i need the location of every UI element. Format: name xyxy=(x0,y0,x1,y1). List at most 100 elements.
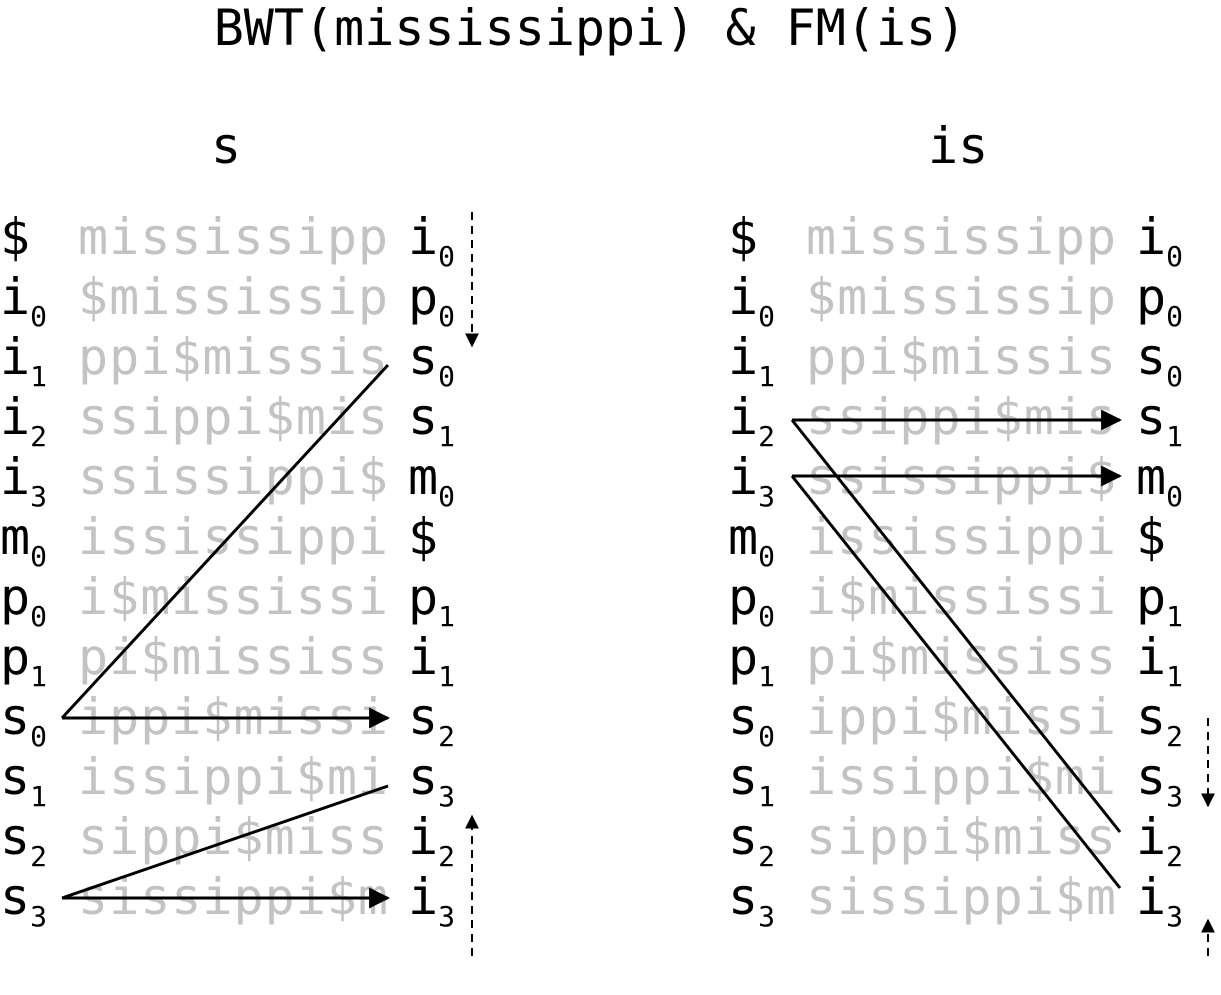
first-column-char: p0 xyxy=(0,567,47,633)
first-char-rank: 0 xyxy=(30,300,47,333)
first-char-rank: 0 xyxy=(758,540,775,573)
first-char-rank: 2 xyxy=(30,420,47,453)
first-column-char: $ xyxy=(0,207,30,267)
rotation-middle-text: sissippi$m xyxy=(806,868,1118,926)
first-char-rank: 1 xyxy=(758,360,775,393)
first-char: p xyxy=(728,628,759,686)
last-char: s xyxy=(1136,388,1167,446)
first-char-rank: 3 xyxy=(30,900,47,933)
last-column-char: s2 xyxy=(1136,687,1183,753)
last-char-rank: 1 xyxy=(1166,660,1183,693)
last-column-char: p0 xyxy=(1136,267,1183,333)
first-column-char: s3 xyxy=(0,867,47,933)
first-column-char: i2 xyxy=(0,387,47,453)
last-column-char: i2 xyxy=(1136,807,1183,873)
rotation-middle-text: mississipp xyxy=(806,208,1118,266)
last-char: i xyxy=(408,628,439,686)
last-char: i xyxy=(1136,628,1167,686)
rotation-middle-text: ippi$missi xyxy=(806,688,1118,746)
panel-label-is: is xyxy=(928,117,989,175)
connector-s3-to-s3 xyxy=(61,784,389,900)
last-char: i xyxy=(408,208,439,266)
first-column-char: i2 xyxy=(728,387,775,453)
first-column-char: s3 xyxy=(728,867,775,933)
first-char: p xyxy=(728,568,759,626)
first-column-char: s2 xyxy=(0,807,47,873)
last-char-rank: 2 xyxy=(438,720,455,753)
first-char: i xyxy=(728,328,759,386)
connector-i3-to-i3 xyxy=(790,475,1122,889)
first-column-char: m0 xyxy=(728,507,775,573)
last-char-rank: 0 xyxy=(1166,240,1183,273)
diagram-title: BWT(mississippi) & FM(is) xyxy=(213,0,967,57)
first-column-char: s1 xyxy=(728,747,775,813)
last-column-char: s1 xyxy=(408,387,455,453)
first-column-char: p1 xyxy=(728,627,775,693)
last-char: i xyxy=(408,808,439,866)
rotation-middle-text: issippi$mi xyxy=(78,748,390,806)
last-char: m xyxy=(1136,448,1167,506)
last-char-rank: 1 xyxy=(438,420,455,453)
last-char: i xyxy=(1136,868,1167,926)
last-column-char: p0 xyxy=(408,267,455,333)
first-char-rank: 0 xyxy=(30,600,47,633)
first-column-char: $ xyxy=(728,207,758,267)
first-column-char: s2 xyxy=(728,807,775,873)
first-char: s xyxy=(728,748,759,806)
rotation-middle-text: $mississip xyxy=(806,268,1118,326)
rotation-middle-text: ppi$missis xyxy=(78,328,390,386)
first-char: i xyxy=(0,328,31,386)
first-column-char: i1 xyxy=(728,327,775,393)
last-char: s xyxy=(408,688,439,746)
first-char: s xyxy=(728,688,759,746)
rotation-middle-text: i$mississi xyxy=(78,568,390,626)
first-column-char: m0 xyxy=(0,507,47,573)
last-char-rank: 0 xyxy=(438,300,455,333)
connector-i2-to-i2 xyxy=(790,419,1122,833)
first-char: p xyxy=(0,628,31,686)
last-char: s xyxy=(408,748,439,806)
first-char: s xyxy=(0,808,31,866)
last-column-char: i3 xyxy=(408,867,455,933)
first-char-rank: 0 xyxy=(758,300,775,333)
last-char: p xyxy=(1136,568,1167,626)
first-char-rank: 1 xyxy=(30,660,47,693)
last-column-char: m0 xyxy=(408,447,455,513)
first-char-rank: 3 xyxy=(758,480,775,513)
first-char: s xyxy=(0,868,31,926)
first-char-rank: 3 xyxy=(30,480,47,513)
first-char: s xyxy=(0,748,31,806)
rotation-middle-text: pi$mississ xyxy=(806,628,1118,686)
first-char: i xyxy=(728,448,759,506)
last-char: s xyxy=(1136,328,1167,386)
last-column-char: i1 xyxy=(1136,627,1183,693)
first-column-char: s0 xyxy=(728,687,775,753)
panel-label-s: s xyxy=(211,117,242,175)
first-char-rank: 0 xyxy=(758,600,775,633)
last-char-rank: 3 xyxy=(1166,780,1183,813)
last-char: s xyxy=(408,328,439,386)
last-column-char: m0 xyxy=(1136,447,1183,513)
first-char: i xyxy=(0,448,31,506)
last-column-char: i0 xyxy=(408,207,455,273)
last-column-char: i2 xyxy=(408,807,455,873)
last-char: m xyxy=(408,448,439,506)
rotation-middle-text: mississipp xyxy=(78,208,390,266)
first-column-char: s1 xyxy=(0,747,47,813)
last-char: s xyxy=(1136,688,1167,746)
last-column-char: s1 xyxy=(1136,387,1183,453)
rotation-middle-text: pi$mississ xyxy=(78,628,390,686)
last-column-char: s0 xyxy=(408,327,455,393)
first-column-char: i3 xyxy=(0,447,47,513)
last-char-rank: 0 xyxy=(1166,300,1183,333)
last-column-char: s0 xyxy=(1136,327,1183,393)
first-char-rank: 1 xyxy=(758,780,775,813)
last-column-char: i1 xyxy=(408,627,455,693)
first-char-rank: 0 xyxy=(758,720,775,753)
last-char: i xyxy=(1136,208,1167,266)
last-char-rank: 1 xyxy=(1166,600,1183,633)
last-char-rank: 3 xyxy=(1166,900,1183,933)
last-char: i xyxy=(1136,808,1167,866)
first-column-char: i0 xyxy=(0,267,47,333)
